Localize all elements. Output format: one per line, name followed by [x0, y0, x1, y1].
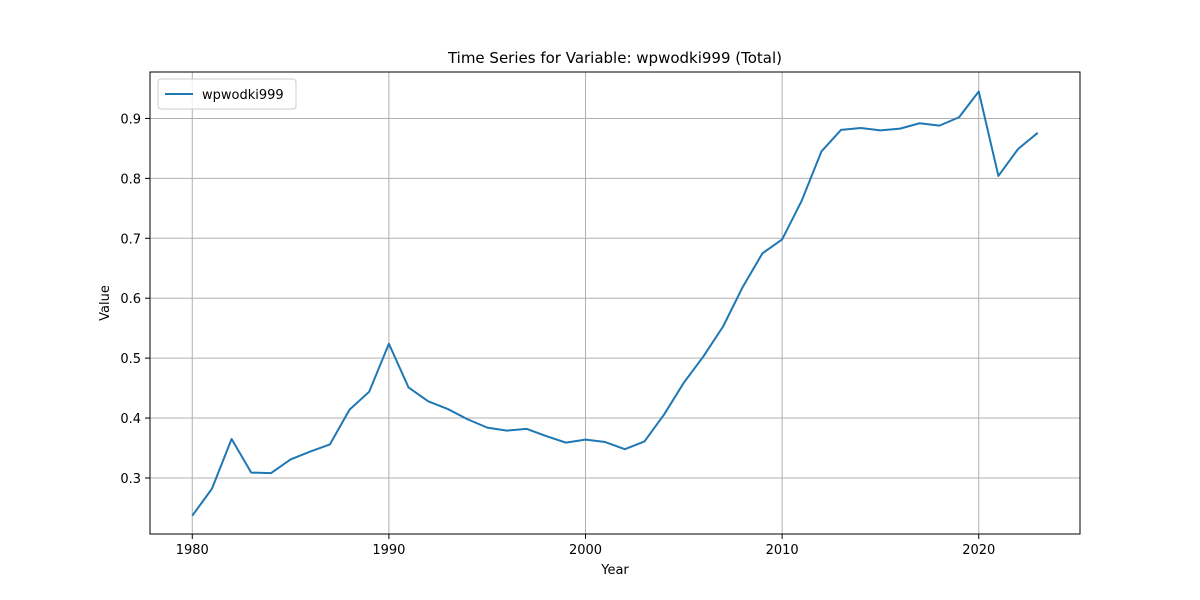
chart-title: Time Series for Variable: wpwodki999 (To…: [447, 49, 782, 67]
data-point: [329, 443, 331, 445]
data-point: [466, 418, 468, 420]
legend-label: wpwodki999: [202, 88, 284, 103]
data-point: [584, 438, 586, 440]
data-point: [289, 458, 291, 460]
data-point: [348, 408, 350, 410]
data-point: [899, 127, 901, 129]
data-point: [388, 343, 390, 345]
data-point: [1037, 132, 1039, 134]
data-point: [604, 441, 606, 443]
data-point: [1017, 148, 1019, 150]
data-point: [368, 390, 370, 392]
data-point: [722, 325, 724, 327]
data-point: [506, 429, 508, 431]
series-layer: [191, 90, 1039, 517]
data-point: [230, 438, 232, 440]
data-point: [683, 382, 685, 384]
data-point: [211, 488, 213, 490]
y-tick-label: 0.3: [120, 472, 141, 487]
data-point: [407, 386, 409, 388]
data-point: [801, 199, 803, 201]
x-tick-label: 1980: [176, 543, 209, 558]
data-point: [879, 129, 881, 131]
x-tick-label: 1990: [372, 543, 405, 558]
y-axis-ticks: 0.3 0.4 0.5 0.6 0.7 0.8 0.9: [120, 112, 150, 487]
data-point: [663, 413, 665, 415]
legend-box: [157, 78, 297, 110]
data-point: [702, 355, 704, 357]
data-point: [447, 408, 449, 410]
data-point: [978, 90, 980, 92]
y-tick-label: 0.5: [120, 352, 141, 367]
data-point: [309, 450, 311, 452]
x-tick-label: 2010: [766, 543, 799, 558]
legend: wpwodki999: [157, 78, 297, 110]
plot-frame: [149, 71, 1081, 535]
grid: [150, 72, 1080, 534]
data-point: [525, 428, 527, 430]
x-tick-label: 2000: [569, 543, 602, 558]
data-point: [958, 116, 960, 118]
data-point: [938, 124, 940, 126]
data-point: [919, 122, 921, 124]
data-point: [742, 286, 744, 288]
data-point: [781, 238, 783, 240]
data-point: [545, 435, 547, 437]
y-tick-label: 0.9: [120, 112, 141, 127]
x-axis-label: Year: [600, 563, 629, 578]
y-axis-label: Value: [98, 285, 113, 321]
x-axis-ticks: 1980 1990 2000 2010 2020: [176, 534, 995, 558]
data-point: [840, 129, 842, 131]
y-tick-label: 0.7: [120, 232, 141, 247]
data-point: [624, 448, 626, 450]
data-point: [860, 127, 862, 129]
data-point: [820, 150, 822, 152]
data-point: [191, 515, 193, 517]
y-tick-label: 0.6: [120, 292, 141, 307]
series-line-wpwodki999: [191, 90, 1039, 517]
data-point: [643, 440, 645, 442]
data-point: [270, 472, 272, 474]
data-point: [997, 175, 999, 177]
data-point: [565, 441, 567, 443]
y-tick-label: 0.8: [120, 172, 141, 187]
data-point: [761, 252, 763, 254]
data-point: [486, 426, 488, 428]
x-tick-label: 2020: [962, 543, 995, 558]
data-point: [427, 400, 429, 402]
y-tick-label: 0.4: [120, 412, 141, 427]
data-point: [250, 471, 252, 473]
